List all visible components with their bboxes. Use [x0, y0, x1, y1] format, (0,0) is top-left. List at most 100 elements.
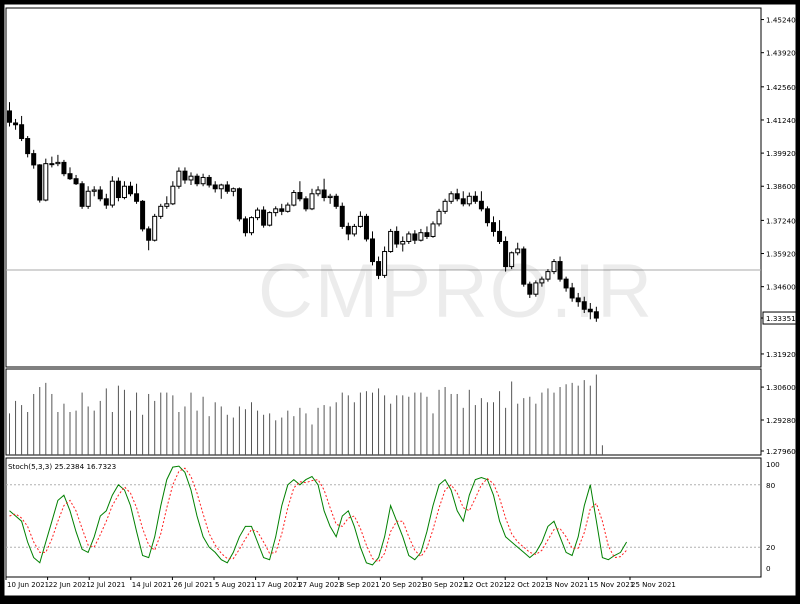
- candle-body: [297, 192, 303, 200]
- candle-body: [442, 200, 448, 212]
- candle-body: [472, 195, 478, 202]
- candle-body: [146, 228, 152, 241]
- candle-body: [327, 195, 333, 199]
- candle-body: [242, 218, 248, 234]
- candle-body: [406, 233, 412, 242]
- candle-body: [103, 198, 109, 206]
- candle-body: [182, 170, 188, 181]
- candle-body: [321, 189, 327, 199]
- candle-body: [515, 248, 521, 254]
- candle-body: [134, 193, 140, 202]
- time-tick-label: 17 Aug 2021: [257, 581, 302, 589]
- candle-body: [79, 183, 85, 207]
- candle-body: [394, 230, 400, 245]
- candle-body: [158, 205, 164, 217]
- candle-body: [164, 203, 170, 207]
- candle-body: [521, 248, 527, 285]
- price-tick-label: 1.37240: [766, 216, 796, 225]
- candle-body: [170, 185, 176, 205]
- candle-body: [267, 212, 273, 226]
- stoch-level-label: 80: [766, 481, 776, 490]
- candle-body: [400, 240, 406, 245]
- candle-body: [91, 189, 97, 192]
- time-tick-label: 27 Aug 2021: [298, 581, 343, 589]
- time-tick-label: 15 Nov 2021: [589, 581, 634, 589]
- candle-body: [176, 170, 182, 187]
- price-tick-label: 1.43920: [766, 49, 796, 58]
- candle-body: [563, 278, 569, 289]
- candle-body: [128, 185, 133, 195]
- time-tick-label: 25 Nov 2021: [631, 581, 676, 589]
- candle-body: [73, 178, 79, 185]
- time-tick-label: 2 Jul 2021: [90, 581, 125, 589]
- candle-body: [388, 230, 394, 253]
- candle-body: [491, 222, 496, 232]
- candle-body: [67, 173, 73, 180]
- candle-body: [509, 252, 515, 268]
- price-tick-label: 1.31920: [766, 350, 796, 359]
- candle-body: [31, 153, 37, 166]
- candle-body: [527, 283, 533, 295]
- time-tick-label: 14 Jul 2021: [132, 581, 172, 589]
- candle-body: [261, 209, 267, 226]
- candle-body: [224, 184, 230, 192]
- candle-body: [333, 195, 339, 207]
- candle-body: [345, 225, 351, 235]
- stoch-panel-frame: [5, 457, 762, 578]
- candle-body: [382, 251, 388, 276]
- candle-body: [109, 180, 115, 206]
- candle-body: [43, 163, 49, 201]
- candle-body: [551, 261, 557, 273]
- candle-body: [315, 189, 321, 195]
- candle-body: [351, 225, 357, 235]
- time-tick-label: 3 Nov 2021: [548, 581, 588, 589]
- price-tick-label: 1.39920: [766, 149, 796, 158]
- stoch-level-label: 20: [766, 543, 776, 552]
- candle-body: [115, 180, 121, 199]
- candle-body: [376, 261, 382, 276]
- stoch-level-label: 0: [766, 564, 771, 573]
- candle-body: [255, 209, 261, 219]
- candle-body: [19, 124, 25, 140]
- candle-body: [545, 271, 551, 280]
- time-tick-label: 30 Sep 2021: [423, 581, 467, 589]
- candle-body: [593, 311, 599, 319]
- candle-body: [188, 175, 194, 181]
- candle-body: [212, 184, 218, 190]
- candle-body: [430, 223, 436, 237]
- price-tick-label: 1.35920: [766, 250, 796, 259]
- candle-body: [484, 208, 490, 224]
- candle-body: [25, 138, 31, 155]
- candle-body: [497, 230, 503, 242]
- candle-body: [97, 189, 103, 200]
- candle-body: [569, 287, 575, 299]
- current-price-label: 1.33351: [766, 314, 796, 323]
- price-tick-label: 1.42560: [766, 83, 796, 92]
- candle-body: [121, 185, 127, 199]
- price-tick-label: 1.30600: [766, 383, 796, 392]
- candle-body: [557, 261, 563, 280]
- candle-body: [285, 204, 291, 212]
- time-tick-label: 10 Jun 2021: [7, 581, 49, 589]
- candle-body: [140, 200, 146, 230]
- price-tick-label: 1.34600: [766, 283, 796, 292]
- candle-body: [85, 190, 91, 207]
- time-tick-label: 22 Jun 2021: [49, 581, 91, 589]
- candle-body: [49, 163, 55, 166]
- candle-body: [448, 193, 454, 202]
- time-tick-label: 20 Sep 2021: [381, 581, 425, 589]
- candle-body: [194, 175, 200, 185]
- candle-body: [7, 110, 12, 123]
- candle-body: [370, 238, 375, 263]
- candle-body: [587, 308, 593, 313]
- price-tick-label: 1.45240: [766, 16, 796, 25]
- candle-body: [418, 232, 424, 241]
- time-tick-label: 26 Jul 2021: [173, 581, 213, 589]
- candle-body: [13, 122, 19, 126]
- candle-body: [236, 188, 242, 220]
- candle-body: [363, 215, 369, 240]
- time-tick-label: 8 Sep 2021: [340, 581, 380, 589]
- candle-body: [249, 217, 254, 234]
